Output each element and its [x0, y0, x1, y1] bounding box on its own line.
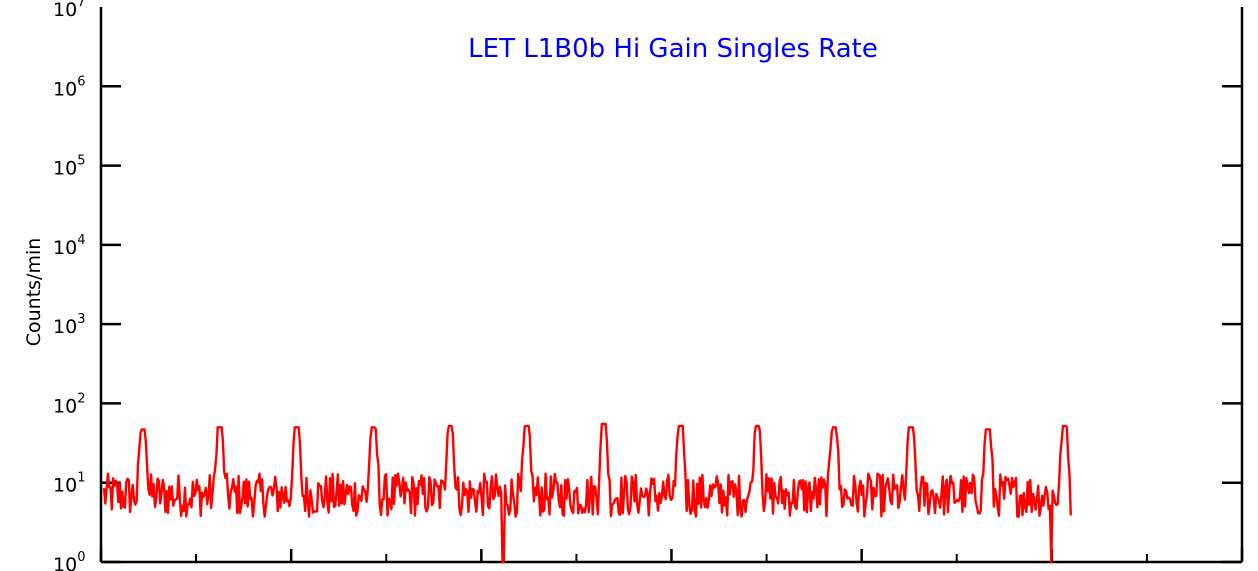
- series-line: [102, 422, 1072, 564]
- y-tick-label: 103: [53, 312, 85, 338]
- y-tick-label: 107: [53, 0, 85, 21]
- series-layer: [102, 422, 1072, 564]
- y-tick-label: 100: [53, 550, 85, 571]
- y-tick-label: 101: [53, 471, 85, 497]
- y-tick-label: 102: [53, 391, 85, 417]
- y-tick-label: 106: [53, 74, 85, 100]
- y-tick-label: 105: [53, 154, 85, 180]
- y-axis-tick-labels: 100 101 102 103 104 105 106 107: [53, 0, 85, 571]
- y-axis-label: Counts/min: [23, 238, 45, 347]
- y-tick-label: 104: [53, 233, 85, 259]
- chart-title: LET L1B0b Hi Gain Singles Rate: [468, 34, 878, 64]
- y-axis-ticks: [101, 85, 1242, 564]
